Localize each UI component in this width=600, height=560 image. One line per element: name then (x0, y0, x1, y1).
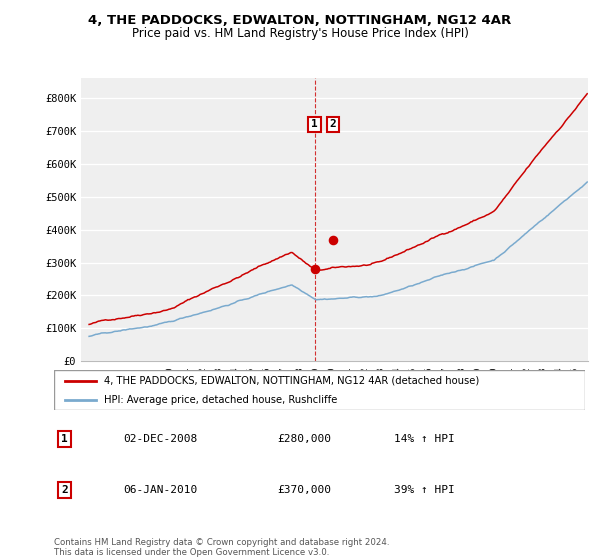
Text: 4, THE PADDOCKS, EDWALTON, NOTTINGHAM, NG12 4AR (detached house): 4, THE PADDOCKS, EDWALTON, NOTTINGHAM, N… (104, 376, 479, 386)
Text: £280,000: £280,000 (277, 435, 331, 445)
FancyBboxPatch shape (54, 370, 585, 410)
Text: Price paid vs. HM Land Registry's House Price Index (HPI): Price paid vs. HM Land Registry's House … (131, 27, 469, 40)
Text: £370,000: £370,000 (277, 485, 331, 495)
Text: 1: 1 (61, 435, 68, 445)
Text: 1: 1 (311, 119, 318, 129)
Text: 14% ↑ HPI: 14% ↑ HPI (394, 435, 455, 445)
Text: Contains HM Land Registry data © Crown copyright and database right 2024.
This d: Contains HM Land Registry data © Crown c… (54, 538, 389, 557)
Text: 2: 2 (329, 119, 336, 129)
Point (328, 235, 338, 244)
Text: 4, THE PADDOCKS, EDWALTON, NOTTINGHAM, NG12 4AR: 4, THE PADDOCKS, EDWALTON, NOTTINGHAM, N… (88, 14, 512, 27)
Text: HPI: Average price, detached house, Rushcliffe: HPI: Average price, detached house, Rush… (104, 395, 338, 405)
Text: 06-JAN-2010: 06-JAN-2010 (123, 485, 197, 495)
Text: 2: 2 (61, 485, 68, 495)
Text: 39% ↑ HPI: 39% ↑ HPI (394, 485, 455, 495)
Point (310, 265, 319, 274)
Text: 02-DEC-2008: 02-DEC-2008 (123, 435, 197, 445)
